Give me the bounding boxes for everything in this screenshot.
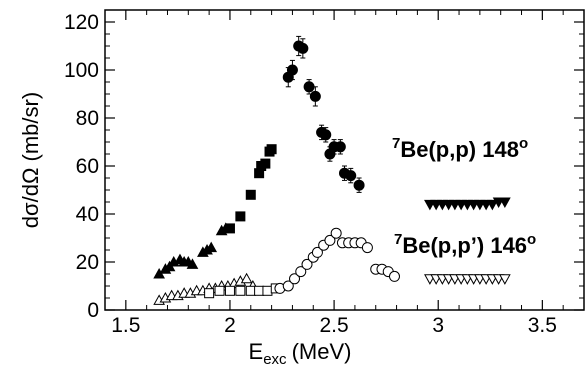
square-point: [254, 285, 265, 296]
circle-point: [297, 42, 309, 54]
y-tick-label: 0: [87, 299, 99, 322]
annotation-beppp-146: 7Be(p,p’) 146o: [394, 231, 536, 258]
x-tick-label: 1.5: [111, 314, 140, 337]
x-tick-label: 2.5: [319, 314, 348, 337]
data-points: [153, 40, 511, 305]
circle-point: [324, 234, 336, 246]
circle-point: [295, 266, 307, 278]
plot-frame: [104, 9, 585, 311]
circle-point: [303, 81, 315, 93]
error-bars: [285, 35, 362, 193]
y-tick-label: 60: [76, 155, 99, 178]
y-tick-label: 40: [76, 203, 99, 226]
triangle-up-point: [240, 272, 253, 284]
circle-point: [345, 170, 357, 182]
square-point: [224, 223, 235, 234]
circle-point: [334, 141, 346, 153]
square-point: [204, 288, 215, 299]
y-tick-label: 100: [64, 59, 99, 82]
triangle-up-point: [205, 241, 218, 253]
circle-point: [282, 280, 294, 292]
square-point: [224, 285, 235, 296]
triangle-up-point: [186, 258, 199, 269]
x-axis-label: Eexc (MeV): [249, 339, 352, 365]
circle-point: [330, 227, 342, 239]
square-point: [260, 158, 271, 169]
square-point: [245, 189, 256, 200]
annotation-bepp-148: 7Be(p,p) 148o: [392, 135, 528, 162]
circle-point: [301, 258, 313, 270]
y-axis-label: dσ/dΩ (mb/sr): [18, 92, 43, 228]
circle-point: [388, 270, 400, 282]
x-tick-label: 3: [432, 314, 444, 337]
y-tick-label: 80: [76, 107, 99, 130]
triangle-down-point: [486, 199, 499, 211]
triangle-down-point: [499, 197, 511, 209]
square-point: [262, 285, 273, 296]
tick-labels: 1.5 2 2.5 3 3.5 0 20 40 60 80 100 120: [64, 11, 557, 337]
circle-point: [361, 242, 373, 254]
square-point: [235, 211, 246, 222]
circle-point: [309, 90, 321, 102]
circle-point: [320, 129, 332, 141]
circle-point: [286, 64, 298, 76]
square-point: [214, 285, 225, 296]
square-point: [245, 285, 256, 296]
x-tick-label: 3.5: [528, 314, 557, 337]
circle-point: [353, 179, 365, 191]
circle-point: [289, 273, 301, 285]
y-tick-label: 20: [76, 251, 99, 274]
x-tick-label: 2: [224, 314, 236, 337]
square-point: [266, 144, 277, 155]
circle-point: [311, 246, 323, 258]
axis-ticks: [104, 9, 585, 311]
square-point: [235, 285, 246, 296]
triangle-down-point: [499, 274, 511, 285]
y-tick-label: 120: [64, 11, 99, 34]
